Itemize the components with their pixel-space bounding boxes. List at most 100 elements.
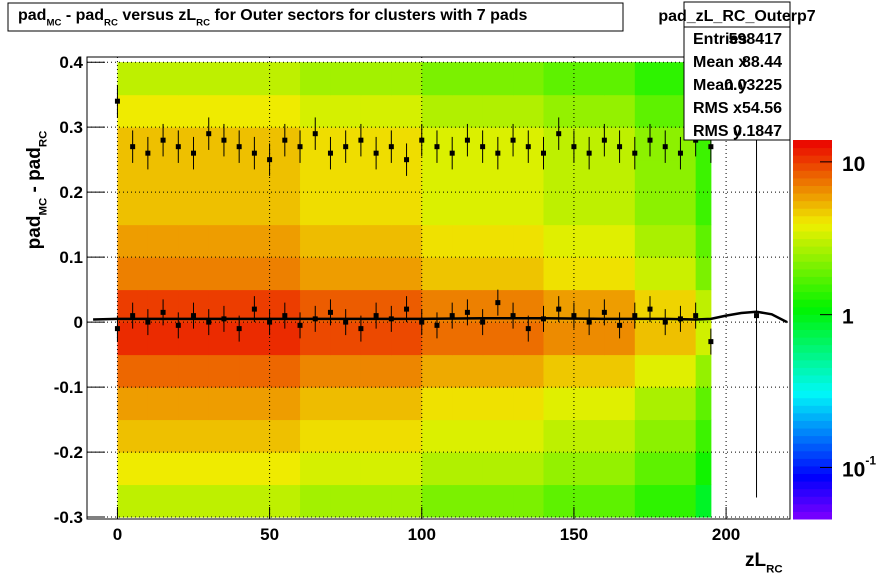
- data-point: [540, 316, 546, 322]
- heatmap-cell: [634, 62, 666, 96]
- heatmap-cell: [482, 484, 514, 518]
- heatmap-cell: [178, 62, 210, 96]
- heatmap-cell: [269, 484, 301, 518]
- x-tick-label: 200: [712, 525, 740, 544]
- heatmap-cell: [452, 94, 484, 128]
- data-point: [251, 306, 257, 312]
- heatmap-cell: [634, 322, 666, 356]
- heatmap-cell: [543, 224, 575, 258]
- heatmap-cell: [117, 94, 149, 128]
- y-tick-label: 0.3: [59, 118, 83, 137]
- heatmap-cell: [147, 322, 179, 356]
- heatmap-cell: [239, 257, 271, 291]
- heatmap-cell: [665, 387, 697, 421]
- heatmap-cell: [269, 354, 301, 388]
- z-tick-label: 10-1: [842, 453, 876, 481]
- data-point: [525, 144, 531, 150]
- heatmap-cell: [482, 257, 514, 291]
- color-scale-band: [793, 291, 832, 300]
- heatmap-cell: [452, 452, 484, 486]
- heatmap-cell: [452, 192, 484, 226]
- color-scale-band: [793, 155, 832, 164]
- z-tick-sup: -1: [865, 453, 876, 467]
- data-point: [267, 157, 273, 163]
- y-tick-label: -0.1: [54, 378, 83, 397]
- heatmap-cell: [330, 159, 362, 193]
- data-point: [191, 313, 197, 319]
- title: padMC - padRC versus zLRC for Outer sect…: [18, 7, 528, 29]
- stats-label: Entries: [693, 31, 747, 48]
- data-point: [327, 150, 333, 156]
- color-scale-band: [793, 299, 832, 308]
- stats-box: [683, 1, 791, 141]
- color-scale-band: [793, 473, 832, 482]
- text-part: versus zL: [118, 7, 196, 24]
- heatmap-cell: [239, 387, 271, 421]
- heatmap-cell: [482, 94, 514, 128]
- heatmap-cell: [239, 452, 271, 486]
- heatmap-cell: [604, 62, 636, 96]
- color-scale-band: [793, 170, 832, 179]
- heatmap-cell: [117, 484, 149, 518]
- heatmap-cell: [360, 484, 392, 518]
- data-point: [647, 137, 653, 143]
- subscript: RC: [196, 18, 210, 29]
- heatmap-cell: [513, 257, 544, 291]
- color-scale-band: [793, 496, 832, 505]
- color-scale-band: [793, 405, 832, 414]
- heatmap-cell: [573, 419, 605, 453]
- heatmap-cell: [695, 224, 712, 258]
- heatmap-cell: [482, 354, 514, 388]
- data-point: [312, 316, 318, 322]
- x-tick-label: 50: [260, 525, 279, 544]
- data-point: [449, 150, 455, 156]
- heatmap-cell: [147, 354, 179, 388]
- heatmap-cell: [604, 419, 636, 453]
- heatmap-cell: [604, 354, 636, 388]
- heatmap: [117, 62, 712, 518]
- heatmap-cell: [360, 452, 392, 486]
- heatmap-cell: [452, 159, 484, 193]
- text-part: for Outer sectors for clusters with 7 pa…: [210, 7, 528, 24]
- data-point: [358, 137, 364, 143]
- heatmap-cell: [604, 224, 636, 258]
- heatmap-cell: [360, 257, 392, 291]
- heatmap-cell: [391, 387, 423, 421]
- heatmap-cell: [543, 159, 575, 193]
- data-point: [404, 157, 410, 163]
- data-point: [130, 313, 136, 319]
- data-point: [464, 137, 470, 143]
- heatmap-cell: [695, 387, 712, 421]
- color-scale-band: [793, 215, 832, 224]
- heatmap-cell: [452, 62, 484, 96]
- heatmap-cell: [452, 387, 484, 421]
- z-tick-label: 10: [842, 153, 865, 176]
- heatmap-cell: [360, 62, 392, 96]
- heatmap-cell: [634, 192, 666, 226]
- data-point: [556, 306, 562, 312]
- heatmap-cell: [269, 62, 301, 96]
- heatmap-cell: [300, 192, 331, 226]
- heatmap-cell: [117, 354, 149, 388]
- data-point: [601, 309, 607, 315]
- heatmap-cell: [634, 354, 666, 388]
- heatmap-cell: [482, 452, 514, 486]
- data-point: [434, 322, 440, 328]
- heatmap-cell: [300, 452, 331, 486]
- color-scale-band: [793, 337, 832, 346]
- data-point: [388, 316, 394, 322]
- stats-label: Mean x: [693, 54, 747, 71]
- color-scale-band: [793, 503, 832, 512]
- data-point: [540, 150, 546, 156]
- heatmap-cell: [543, 62, 575, 96]
- heatmap-cell: [391, 224, 423, 258]
- heatmap-cell: [300, 419, 331, 453]
- data-point: [145, 150, 151, 156]
- data-point: [114, 326, 120, 332]
- title-box: [7, 2, 624, 32]
- subscript: MC: [46, 18, 61, 29]
- heatmap-cell: [117, 159, 149, 193]
- subscript: MC: [38, 198, 50, 216]
- heatmap-cell: [421, 387, 453, 421]
- heatmap-cell: [330, 354, 362, 388]
